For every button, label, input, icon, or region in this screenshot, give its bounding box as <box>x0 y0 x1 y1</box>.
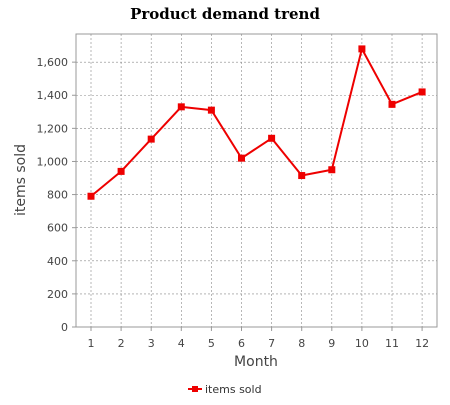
y-tick-label: 800 <box>47 189 68 202</box>
x-tick-label: 7 <box>268 337 275 350</box>
data-point <box>328 166 336 174</box>
data-point <box>207 106 215 114</box>
legend: items sold <box>188 383 262 396</box>
data-point <box>177 103 185 111</box>
y-tick-label: 400 <box>47 255 68 268</box>
data-point <box>418 88 426 96</box>
x-tick-label: 8 <box>298 337 305 350</box>
plot-area <box>75 33 438 328</box>
data-point <box>268 134 276 142</box>
data-point <box>298 172 306 180</box>
x-tick-label: 1 <box>88 337 95 350</box>
data-point <box>117 167 125 175</box>
x-tick-label: 2 <box>118 337 125 350</box>
y-tick-label: 600 <box>47 222 68 235</box>
x-tick-label: 10 <box>355 337 369 350</box>
y-axis-label: items sold <box>13 144 29 216</box>
y-tick-label: 1,600 <box>37 56 69 69</box>
data-point <box>238 154 245 162</box>
y-tick-label: 1,200 <box>37 122 69 135</box>
x-tick-label: 11 <box>385 337 399 350</box>
x-tick-label: 6 <box>238 337 245 350</box>
data-point <box>388 100 396 108</box>
x-axis-label: Month <box>234 354 278 370</box>
data-point <box>87 192 95 200</box>
y-tick-label: 1,000 <box>37 155 69 168</box>
x-tick-label: 4 <box>178 337 185 350</box>
series-line <box>90 47 423 197</box>
plot-frame <box>75 33 438 328</box>
x-tick-label: 9 <box>328 337 335 350</box>
legend-label: items sold <box>205 383 262 396</box>
x-tick-label: 12 <box>415 337 429 350</box>
y-tick-label: 200 <box>47 288 68 301</box>
legend-marker <box>192 386 198 392</box>
y-tick-label: 1,400 <box>37 89 69 102</box>
chart-title: Product demand trend <box>130 5 320 23</box>
data-point <box>147 135 155 143</box>
x-tick-label: 3 <box>148 337 155 350</box>
data-point <box>358 45 366 53</box>
series-layer <box>87 45 426 200</box>
x-tick-label: 5 <box>208 337 215 350</box>
y-axis-ticks: 0 200 400 600 800 1,000 1,200 1,400 1,600 <box>37 56 76 334</box>
y-tick-label: 0 <box>61 321 68 334</box>
x-axis-ticks: 1 2 3 4 5 6 7 8 9 10 11 12 <box>88 327 429 350</box>
